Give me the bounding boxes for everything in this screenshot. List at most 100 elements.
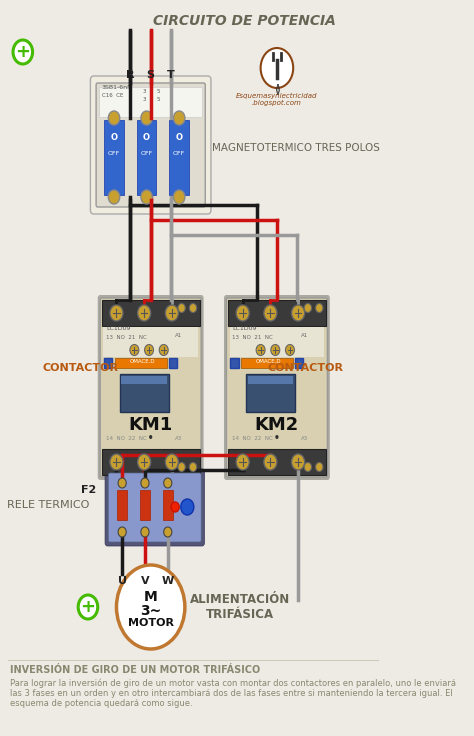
Bar bbox=[100, 87, 202, 117]
Circle shape bbox=[141, 111, 152, 125]
Circle shape bbox=[285, 344, 294, 355]
Circle shape bbox=[164, 527, 172, 537]
Circle shape bbox=[292, 454, 305, 470]
Text: F2: F2 bbox=[81, 485, 96, 495]
Bar bbox=[230, 327, 324, 357]
Bar bbox=[230, 358, 238, 368]
Circle shape bbox=[173, 190, 185, 204]
Text: OFF: OFF bbox=[140, 151, 153, 156]
Circle shape bbox=[118, 478, 126, 488]
FancyBboxPatch shape bbox=[98, 295, 204, 480]
Text: MOTOR: MOTOR bbox=[128, 618, 173, 628]
Text: INVERSIÓN DE GIRO DE UN MOTOR TRIFÁSICO: INVERSIÓN DE GIRO DE UN MOTOR TRIFÁSICO bbox=[10, 665, 260, 675]
FancyBboxPatch shape bbox=[91, 76, 211, 214]
Text: 3~: 3~ bbox=[140, 604, 161, 618]
Circle shape bbox=[261, 48, 293, 88]
Bar bbox=[102, 300, 200, 326]
FancyBboxPatch shape bbox=[100, 298, 201, 477]
Text: C16  CE: C16 CE bbox=[102, 93, 123, 98]
Circle shape bbox=[271, 344, 280, 355]
Circle shape bbox=[316, 303, 323, 313]
Text: A3: A3 bbox=[301, 436, 309, 441]
Circle shape bbox=[117, 565, 185, 649]
Circle shape bbox=[304, 303, 311, 313]
Text: A1: A1 bbox=[301, 333, 309, 338]
Circle shape bbox=[164, 478, 172, 488]
Circle shape bbox=[165, 305, 178, 321]
Text: S: S bbox=[146, 70, 155, 80]
Text: CONTACTOR: CONTACTOR bbox=[42, 363, 118, 373]
Text: T: T bbox=[167, 70, 175, 80]
Circle shape bbox=[165, 454, 178, 470]
Text: W: W bbox=[162, 576, 174, 586]
Text: 14  NO  22  NC: 14 NO 22 NC bbox=[106, 436, 146, 441]
FancyBboxPatch shape bbox=[96, 83, 205, 207]
Circle shape bbox=[178, 303, 185, 313]
Text: +: + bbox=[15, 43, 30, 61]
Text: MAGNETOTERMICO TRES POLOS: MAGNETOTERMICO TRES POLOS bbox=[212, 143, 380, 153]
Bar bbox=[169, 358, 177, 368]
Circle shape bbox=[110, 305, 123, 321]
Bar bbox=[102, 449, 200, 475]
Text: KM1: KM1 bbox=[128, 416, 173, 434]
Text: LC1D09: LC1D09 bbox=[106, 326, 130, 331]
Circle shape bbox=[264, 305, 277, 321]
Circle shape bbox=[137, 454, 151, 470]
Circle shape bbox=[109, 190, 120, 204]
Circle shape bbox=[181, 499, 194, 515]
Bar bbox=[163, 490, 173, 520]
Text: RELE TERMICO: RELE TERMICO bbox=[7, 500, 89, 510]
Circle shape bbox=[264, 454, 277, 470]
Circle shape bbox=[189, 462, 197, 472]
Bar bbox=[169, 120, 189, 195]
Circle shape bbox=[292, 305, 305, 321]
Circle shape bbox=[236, 305, 249, 321]
Bar bbox=[228, 449, 326, 475]
Circle shape bbox=[189, 303, 197, 313]
Text: M: M bbox=[144, 590, 157, 604]
FancyBboxPatch shape bbox=[224, 295, 330, 480]
Bar bbox=[247, 376, 293, 384]
Circle shape bbox=[236, 454, 249, 470]
Circle shape bbox=[145, 344, 154, 355]
Text: ALIMENTACIÓN
TRIFÁSICA: ALIMENTACIÓN TRIFÁSICA bbox=[190, 593, 291, 621]
Circle shape bbox=[130, 344, 139, 355]
Circle shape bbox=[137, 305, 151, 321]
Text: OMACE.D: OMACE.D bbox=[130, 359, 155, 364]
Text: A3: A3 bbox=[175, 436, 182, 441]
Circle shape bbox=[13, 40, 33, 64]
Circle shape bbox=[256, 344, 265, 355]
Text: O: O bbox=[110, 133, 118, 142]
Circle shape bbox=[304, 462, 311, 472]
Circle shape bbox=[141, 478, 149, 488]
Bar bbox=[121, 376, 167, 384]
Text: CIRCUITO DE POTENCIA: CIRCUITO DE POTENCIA bbox=[153, 14, 336, 28]
Text: V: V bbox=[141, 576, 149, 586]
Circle shape bbox=[316, 462, 323, 472]
Circle shape bbox=[109, 111, 120, 125]
FancyBboxPatch shape bbox=[227, 298, 328, 477]
Circle shape bbox=[78, 595, 98, 619]
Text: Esquemasynlectricidad
.blogspot.com: Esquemasynlectricidad .blogspot.com bbox=[236, 93, 318, 106]
Text: Para lograr la inversión de giro de un motor vasta con montar dos contactores en: Para lograr la inversión de giro de un m… bbox=[10, 678, 456, 708]
Bar bbox=[295, 358, 303, 368]
Bar bbox=[228, 300, 326, 326]
Circle shape bbox=[275, 435, 279, 439]
Text: OFF: OFF bbox=[108, 151, 120, 156]
Text: CONTACTOR: CONTACTOR bbox=[268, 363, 344, 373]
Text: +: + bbox=[81, 598, 95, 616]
Circle shape bbox=[171, 502, 179, 512]
Text: KM2: KM2 bbox=[255, 416, 299, 434]
Text: 13  NO  21  NC: 13 NO 21 NC bbox=[232, 335, 273, 340]
Text: 14  NO  22  NC: 14 NO 22 NC bbox=[232, 436, 273, 441]
Text: 3  5  5: 3 5 5 bbox=[143, 97, 160, 102]
Circle shape bbox=[173, 111, 185, 125]
Text: O: O bbox=[143, 133, 150, 142]
Bar bbox=[246, 374, 295, 412]
Text: 3  5  5: 3 5 5 bbox=[143, 89, 160, 94]
Circle shape bbox=[149, 435, 152, 439]
Text: 3SB1-6nN: 3SB1-6nN bbox=[102, 85, 133, 90]
Circle shape bbox=[141, 190, 152, 204]
Bar bbox=[103, 327, 198, 357]
Text: ): ) bbox=[276, 84, 281, 97]
